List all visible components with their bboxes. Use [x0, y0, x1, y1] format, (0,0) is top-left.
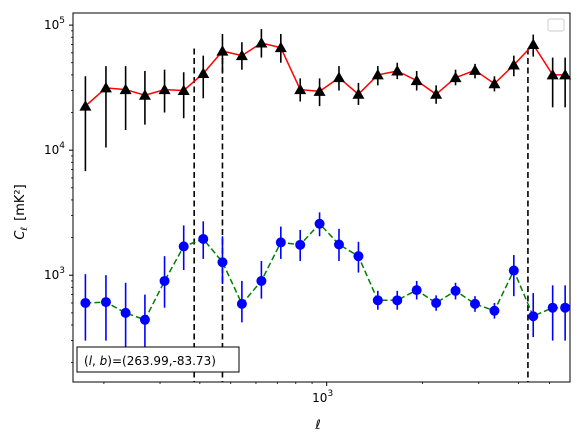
series-1-line: [85, 222, 566, 321]
series-1-point-11: [295, 239, 306, 250]
series-0-point-25: [559, 68, 572, 80]
series-0-point-10: [274, 41, 287, 53]
y-axis-label-unit: [mK²]: [13, 184, 28, 221]
annotation-part-3: b: [100, 354, 108, 368]
x-tick-label-0: 103: [312, 389, 333, 405]
series-0-point-18: [430, 88, 443, 99]
series-0-point-7: [216, 45, 229, 56]
series-1-point-9: [256, 275, 267, 286]
coordinate-annotation: (l, b)=(263.99,-83.73): [76, 346, 240, 373]
x-tick-label-exp-0: 3: [327, 389, 333, 399]
x-tick-label-base-0: 10: [312, 391, 327, 405]
series-0-point-22: [507, 58, 520, 70]
series-0-point-6: [197, 67, 210, 79]
annotation-part-4: )=(263.99,-83.73): [107, 354, 216, 368]
series-0-point-1: [99, 81, 112, 93]
y-axis-label-sub: ℓ: [20, 227, 30, 232]
series-0-point-24: [546, 68, 559, 80]
y-tick-label-exp-2: 5: [59, 16, 65, 26]
series-1-point-15: [372, 295, 383, 306]
series-1-point-6: [198, 233, 209, 244]
series-1-point-19: [450, 285, 461, 296]
series-0-point-2: [119, 83, 132, 95]
series-0-point-3: [138, 89, 151, 100]
y-tick-label-exp-1: 4: [59, 141, 65, 151]
series-1-point-10: [275, 237, 286, 248]
series-1-point-22: [508, 265, 519, 276]
series-1-point-21: [489, 305, 500, 316]
series-0-point-20: [469, 64, 482, 75]
series-0-point-5: [177, 84, 190, 96]
plot-content: [79, 29, 572, 382]
annotation-text: (l, b)=(263.99,-83.73): [84, 354, 216, 368]
series-0-point-9: [255, 36, 268, 48]
y-tick-label-base-2: 10: [44, 18, 59, 32]
series-1-point-16: [392, 295, 403, 306]
legend-box: [547, 18, 565, 32]
series-1-point-12: [314, 218, 325, 229]
series-1-point-20: [470, 298, 481, 309]
plot-frame: [72, 12, 571, 383]
series-0-point-21: [488, 77, 501, 89]
y-tick-label-2: 105: [44, 16, 65, 32]
series-0-line: [84, 42, 566, 107]
series-0-point-19: [449, 71, 462, 83]
series-1-point-25: [560, 302, 571, 313]
series-1-point-8: [236, 298, 247, 309]
series-1-point-3: [139, 314, 150, 325]
annotation-part-1: l: [89, 354, 93, 368]
series-0-point-23: [527, 38, 540, 49]
y-tick-label-base-1: 10: [44, 143, 59, 157]
series-1-point-17: [411, 285, 422, 296]
series-0-point-8: [235, 49, 248, 61]
series-0-point-13: [332, 71, 345, 83]
y-tick-label-0: 103: [44, 266, 65, 282]
series-0: [79, 29, 572, 172]
series-0-point-11: [294, 83, 307, 95]
series-1-point-13: [333, 239, 344, 250]
y-tick-label-1: 104: [44, 141, 65, 157]
series-0-point-4: [158, 83, 171, 95]
annotation-part-0: (: [84, 354, 89, 368]
series-1-point-2: [120, 307, 131, 318]
series-0-point-17: [410, 74, 423, 86]
series-1-point-0: [80, 297, 91, 308]
y-axis-label: Cℓ [mK²]: [13, 184, 30, 239]
series-0-point-14: [352, 88, 365, 99]
y-axis-label-main: C: [13, 230, 28, 240]
y-tick-label-exp-0: 3: [59, 266, 65, 276]
annotation-box: [76, 346, 240, 373]
annotation-part-2: ,: [92, 354, 100, 368]
series-0-point-0: [79, 100, 92, 111]
series-1: [80, 212, 571, 351]
series-1-point-18: [431, 297, 442, 308]
series-1-point-14: [353, 251, 364, 262]
x-axis-label: ℓ: [314, 418, 320, 433]
y-tick-label-base-0: 10: [44, 268, 59, 282]
series-1-point-24: [547, 302, 558, 313]
series-0-point-12: [313, 85, 326, 96]
series-1-point-4: [159, 275, 170, 286]
series-1-point-5: [178, 241, 189, 252]
series-1-point-23: [528, 311, 539, 322]
legend: [547, 18, 565, 32]
series-1-point-1: [100, 297, 111, 308]
series-0-point-16: [391, 64, 404, 76]
series-0-point-15: [371, 68, 384, 80]
series-1-point-7: [217, 257, 228, 268]
